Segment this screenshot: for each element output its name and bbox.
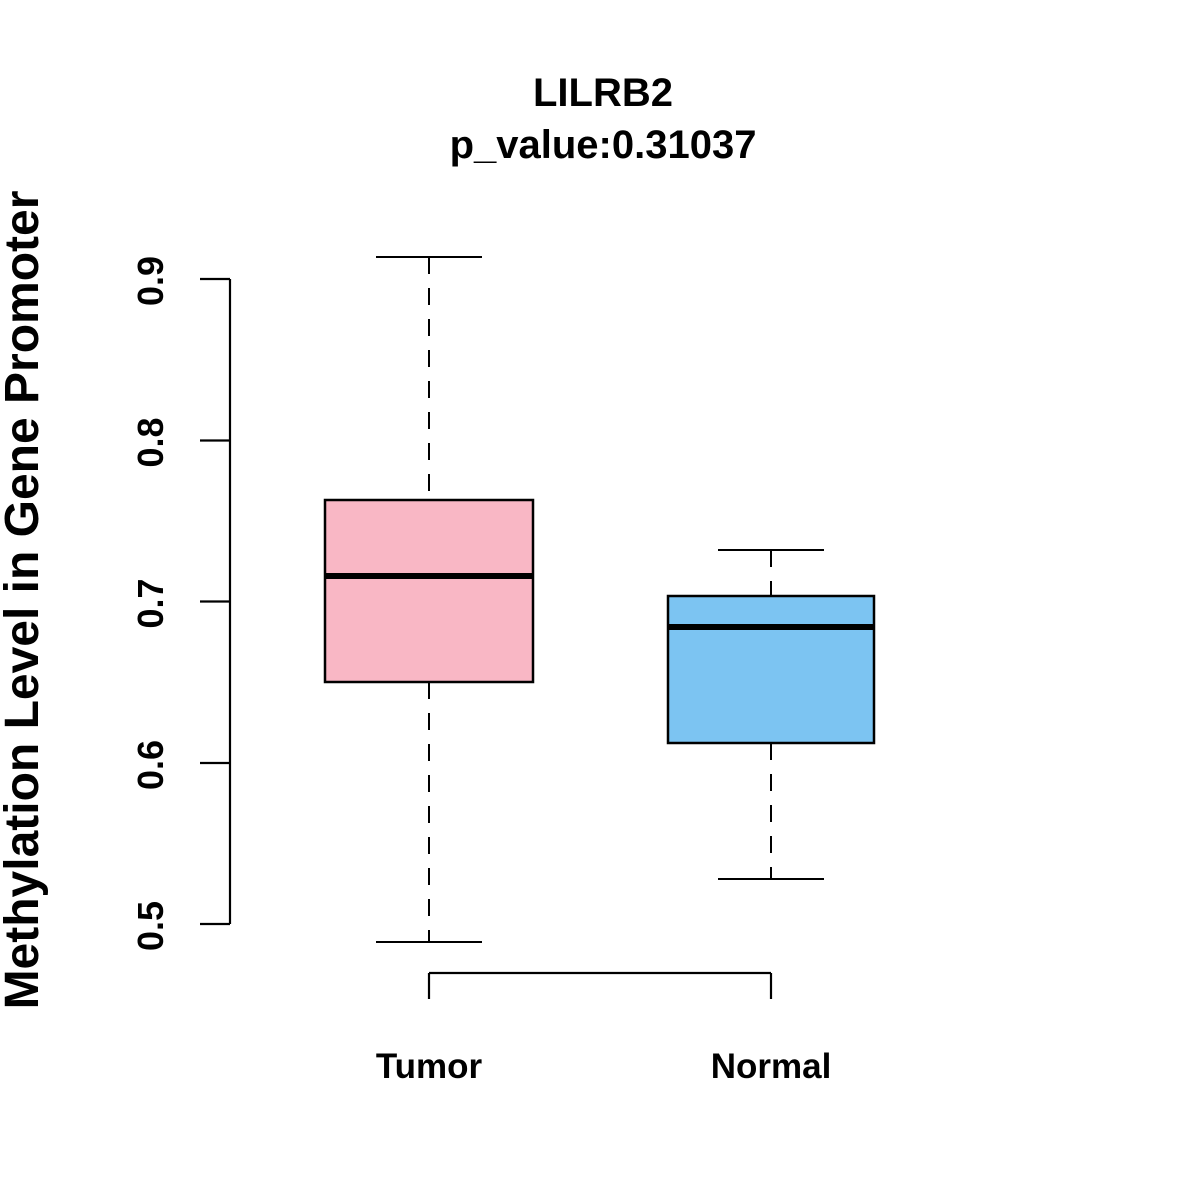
svg-text:0.6: 0.6 bbox=[130, 740, 171, 790]
svg-text:0.7: 0.7 bbox=[130, 578, 171, 628]
svg-text:Tumor: Tumor bbox=[376, 1047, 483, 1086]
svg-text:Normal: Normal bbox=[711, 1047, 832, 1086]
svg-text:Methylation Level in Gene Prom: Methylation Level in Gene Promoter bbox=[0, 191, 49, 1010]
svg-text:LILRB2: LILRB2 bbox=[533, 71, 673, 115]
svg-text:0.9: 0.9 bbox=[130, 256, 171, 306]
svg-text:p_value:0.31037: p_value:0.31037 bbox=[450, 123, 757, 167]
svg-text:0.5: 0.5 bbox=[130, 901, 171, 951]
svg-text:0.8: 0.8 bbox=[130, 417, 171, 467]
